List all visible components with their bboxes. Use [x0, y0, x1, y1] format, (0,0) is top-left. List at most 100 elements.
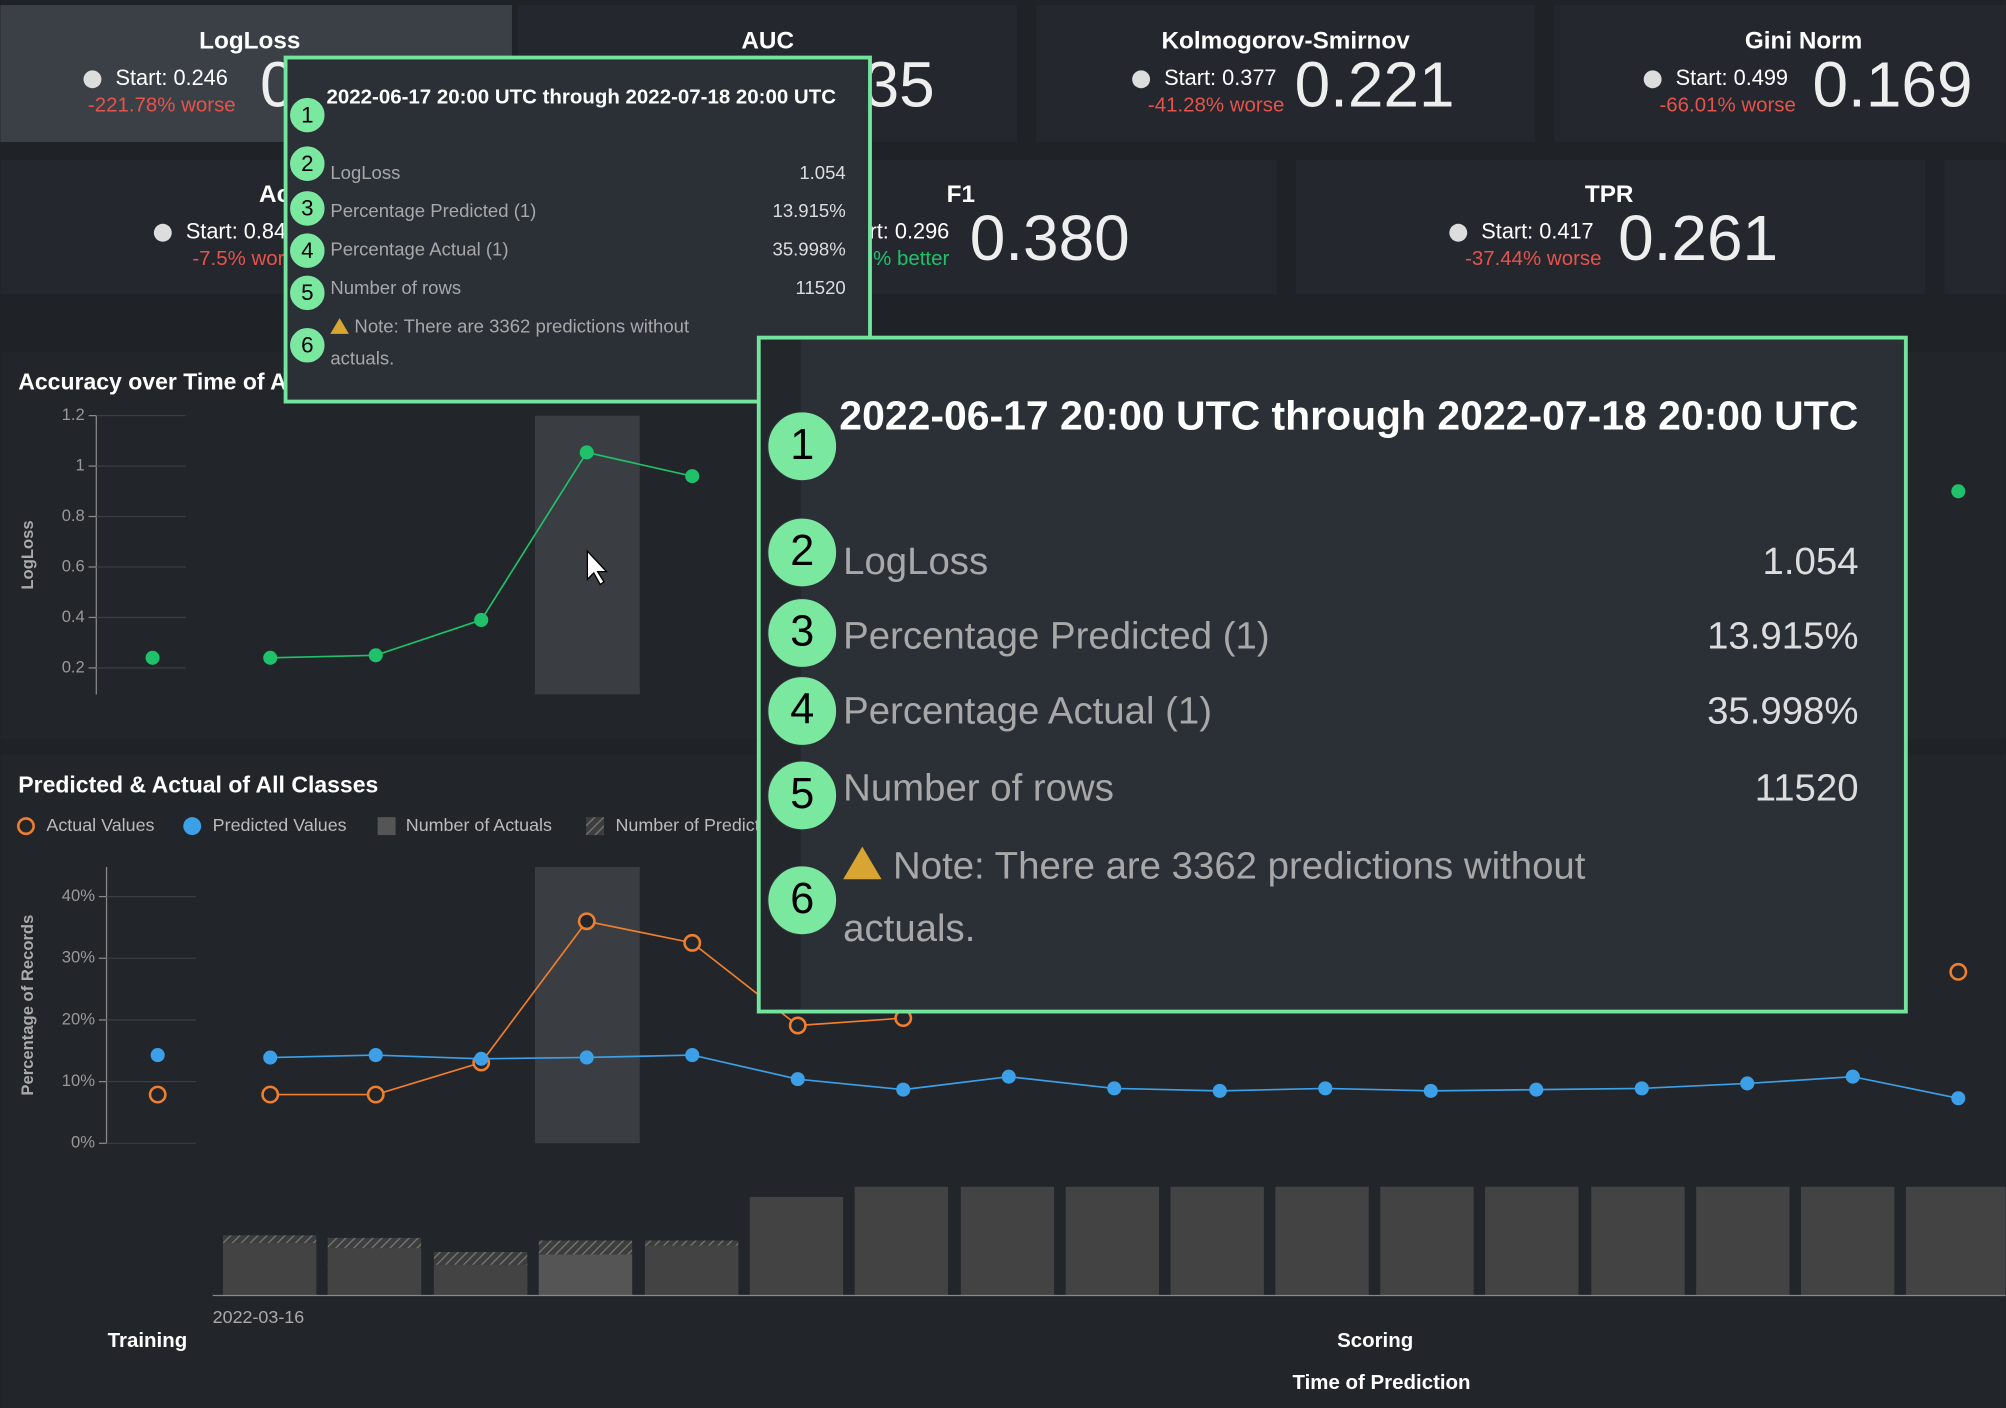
legend-label[interactable]: Actual Values	[46, 815, 154, 835]
tooltip-zoom: 2022-06-17 20:00 UTC through 2022-07-18 …	[756, 335, 1908, 1014]
metric-value: 0.169	[1813, 48, 1973, 120]
data-point	[896, 1082, 911, 1097]
data-point	[148, 1085, 167, 1104]
tooltip-note: Note: There are 3362 predictions without…	[843, 844, 1586, 950]
metric-tile[interactable]	[1944, 159, 2006, 295]
metric-change: -37.44% worse	[1465, 247, 1601, 270]
callout-number: 2	[790, 527, 814, 575]
data-point	[1740, 1076, 1755, 1091]
warning-icon	[330, 318, 349, 334]
tooltip-row-value: 35.998%	[1707, 690, 1858, 733]
y-tick-label: 0%	[71, 1133, 95, 1152]
count-bar	[1696, 1186, 1790, 1296]
callout-number: 4	[790, 686, 814, 734]
metric-tile[interactable]	[1295, 159, 1926, 295]
data-point	[1949, 962, 1968, 981]
data-point	[685, 1048, 700, 1063]
callout-badge	[767, 760, 838, 831]
metric-change: -66.01% worse	[1659, 94, 1795, 117]
data-point	[1845, 1069, 1860, 1084]
legend-swatch	[586, 817, 605, 836]
metric-change: % better	[873, 247, 949, 270]
info-icon	[1643, 70, 1662, 89]
callout-number: 3	[790, 608, 814, 656]
callout-number: 1	[301, 102, 313, 127]
metric-name: LogLoss	[199, 28, 300, 55]
callout-number: 4	[301, 238, 313, 263]
callout-badge	[767, 675, 838, 747]
data-point	[1529, 1082, 1544, 1097]
metric-change: -221.78% worse	[88, 94, 236, 117]
tooltip-row-value: 11520	[1755, 766, 1859, 809]
data-point	[1318, 1081, 1333, 1096]
metric-start: Start: 0.499	[1676, 65, 1788, 90]
legend-label[interactable]: Number of Actuals	[406, 815, 552, 835]
tooltip-row-label: Percentage Actual (1)	[330, 239, 508, 260]
tooltip-row-label: Number of rows	[330, 277, 461, 298]
metric-tile[interactable]	[1036, 5, 1535, 142]
callout-badge	[288, 145, 326, 183]
callout-number: 5	[790, 770, 814, 818]
y-tick-label: 1	[76, 455, 85, 474]
legend-label[interactable]: Number of Predictions	[616, 815, 793, 835]
callout-badge	[288, 232, 326, 270]
data-point	[1951, 484, 1966, 499]
count-bar	[1065, 1186, 1160, 1296]
y-axis-label: Percentage of Records	[18, 915, 37, 1096]
metric-tile[interactable]	[1554, 5, 2006, 142]
callout-badge	[767, 865, 838, 936]
callout-badge	[288, 189, 326, 227]
data-point	[790, 1072, 805, 1087]
scoring-label: Scoring	[1337, 1329, 1413, 1352]
callout-number: 3	[301, 196, 313, 221]
data-point	[1107, 1081, 1122, 1096]
y-axis-label: LogLoss	[18, 520, 37, 589]
metric-start: Start: 0.377	[1164, 65, 1276, 90]
tooltip-box	[756, 335, 1908, 1014]
count-bar	[433, 1264, 528, 1296]
tooltip-title: 2022-06-17 20:00 UTC through 2022-07-18 …	[839, 392, 1859, 439]
data-point	[366, 1085, 385, 1104]
callout-number: 6	[301, 332, 313, 357]
y-tick-label: 0.8	[62, 506, 85, 525]
callout-number: 5	[301, 280, 313, 305]
tooltip-title: 2022-06-17 20:00 UTC through 2022-07-18 …	[326, 86, 836, 109]
info-icon	[83, 70, 102, 89]
count-bar	[1170, 1186, 1264, 1296]
legend-label[interactable]: Predicted Values	[213, 815, 347, 835]
y-tick-label: 1.2	[62, 405, 85, 424]
callout-badge	[288, 96, 326, 134]
callout-badge	[767, 411, 838, 482]
y-tick-label: 40%	[62, 886, 95, 905]
charts: Accuracy over Time of All Classes LogLos…	[17, 369, 2006, 1394]
y-tick-label: 10%	[62, 1071, 95, 1090]
count-bar	[854, 1186, 949, 1296]
count-bar	[538, 1254, 633, 1296]
data-point	[579, 445, 594, 460]
metric-value: 0.221	[1295, 48, 1455, 120]
count-bar	[960, 1186, 1055, 1296]
metric-name: F1	[947, 181, 975, 208]
tooltip-note-box: Note: There are 3362 predictions without…	[330, 317, 689, 369]
count-bar	[1800, 1186, 1895, 1296]
info-icon	[153, 223, 172, 242]
mouse-cursor	[586, 549, 609, 586]
metric-value: 35	[864, 48, 935, 120]
metric-name: TPR	[1585, 181, 1634, 208]
warning-icon	[843, 846, 882, 880]
hover-highlight	[534, 867, 640, 1144]
count-bars	[222, 1186, 2006, 1296]
callout-badge	[767, 597, 838, 669]
metric-value: 0.261	[1618, 202, 1778, 274]
data-point	[1951, 1091, 1966, 1106]
callout-badge	[288, 274, 326, 312]
x-tick-label: 2022-03-16	[213, 1307, 305, 1327]
tooltip-row-label: LogLoss	[843, 540, 988, 583]
data-point	[261, 1085, 280, 1104]
data-point	[1001, 1069, 1016, 1084]
metric-change: -7.5% worse	[192, 247, 306, 270]
data-point	[1423, 1083, 1438, 1098]
legend-swatch	[183, 817, 202, 836]
count-bar	[222, 1243, 317, 1296]
training-label: Training	[108, 1329, 188, 1352]
